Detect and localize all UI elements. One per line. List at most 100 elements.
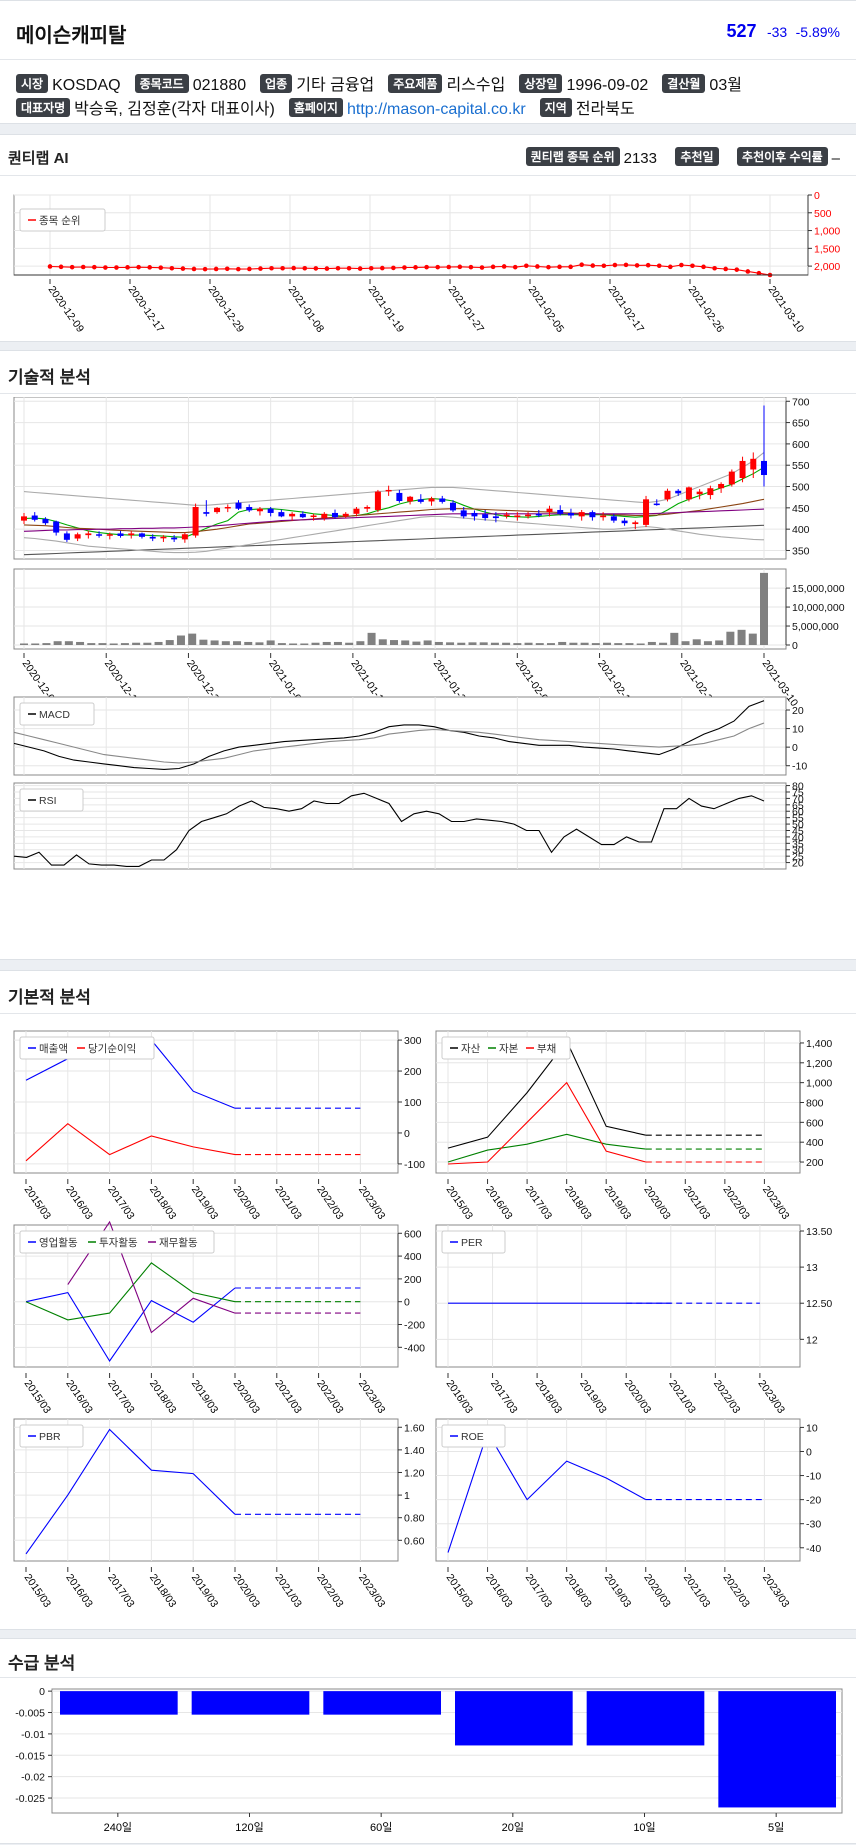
rsi-y-tick-label: 25 — [792, 851, 804, 863]
fund-pbr-y-tick-label: 1.40 — [404, 1445, 425, 1457]
fund-sales_income-x-tick-label: 2016/03 — [63, 1184, 95, 1222]
fund-sales_income-y-tick-label: 100 — [404, 1097, 422, 1109]
fund-assets-x-tick-label: 2023/03 — [760, 1184, 792, 1222]
volume-y-tick-label: 5,000,000 — [792, 621, 839, 633]
rank-point — [568, 264, 573, 270]
fund-assets-legend-label: 자본 — [499, 1043, 519, 1055]
rank-point — [313, 266, 319, 271]
fund-pbr-legend-label: PBR — [39, 1431, 61, 1443]
info-tag: 지역 — [539, 98, 572, 117]
ma-line-bb_lower — [23, 515, 765, 554]
info-value: 박승욱, 김정훈(각자 대표이사) — [74, 101, 275, 118]
fund-pbr-line-0 — [25, 1428, 236, 1555]
fund-assets-line-0 — [447, 1039, 646, 1149]
fund-pbr-legend — [19, 1424, 84, 1448]
fund-roe-legend-label: ROE — [461, 1431, 484, 1443]
fund-assets-line-2 — [447, 1081, 646, 1165]
fund-roe-y-tick-label: 0 — [806, 1446, 812, 1458]
fund-roe-x-tick-label: 2018/03 — [562, 1572, 594, 1610]
rank-point — [712, 265, 717, 271]
fund-roe-y-tick-label: -30 — [806, 1519, 821, 1531]
price-change: -33 — [766, 24, 788, 40]
rsi-y-tick-label: 50 — [792, 819, 804, 831]
supply-x-label: 20일 — [502, 1820, 524, 1834]
fund-per-legend — [441, 1230, 506, 1254]
fund-sales_income-x-tick-label: 2022/03 — [314, 1184, 346, 1222]
volume-bar — [277, 643, 286, 645]
candle-body — [718, 483, 725, 489]
rsi-y-tick-label: 75 — [792, 787, 804, 799]
volume-bar — [748, 633, 757, 645]
fund-roe-x-tick-label: 2023/03 — [760, 1572, 792, 1610]
volume-bar — [726, 631, 735, 645]
rank-x-tick-label: 2021-02-17 — [606, 284, 647, 335]
supply-x-label: 120일 — [235, 1820, 263, 1834]
candle-body — [246, 506, 253, 511]
supply-x-label: 5일 — [768, 1820, 784, 1834]
candle-body — [428, 498, 435, 502]
fund-sales_income-x-tick-label: 2019/03 — [189, 1184, 221, 1222]
rank-point — [679, 262, 684, 268]
volume-bar — [244, 641, 253, 645]
fund-roe-line-0 — [447, 1430, 647, 1553]
volume-bar — [98, 643, 107, 645]
fund-roe-x-tick-label: 2015/03 — [444, 1572, 476, 1610]
ma-line-ma20 — [23, 498, 765, 534]
volume-bar — [502, 642, 511, 645]
rank-point — [236, 266, 241, 272]
rank-point — [546, 264, 551, 270]
candle-body — [160, 536, 167, 539]
volume-bar — [87, 643, 96, 645]
fund-sales_income-y-tick-label: 200 — [404, 1066, 422, 1078]
volume-bar — [378, 639, 387, 645]
supply-y-tick-label: 0 — [39, 1686, 45, 1698]
fund-assets-y-tick-label: 800 — [806, 1097, 824, 1109]
volume-bar — [703, 641, 712, 645]
fund-sales_income-legend-label: 매출액 — [39, 1043, 68, 1055]
fund-pbr-x-tick-label: 2018/03 — [147, 1572, 179, 1610]
candle-body — [675, 490, 682, 494]
candle-body — [589, 512, 596, 518]
fund-assets-x-tick-label: 2020/03 — [641, 1184, 673, 1222]
rank-point — [457, 264, 463, 270]
macd-line-0 — [13, 700, 765, 770]
rank-point — [479, 265, 485, 270]
rank-point — [745, 269, 751, 274]
fund-roe-y-tick-label: 10 — [806, 1422, 818, 1434]
fund-assets-x-tick-label: 2016/03 — [483, 1184, 515, 1222]
info-value: 03월 — [709, 77, 742, 94]
info-value: 기타 금융업 — [296, 77, 375, 94]
fund-cashflow-line-1 — [25, 1262, 236, 1321]
candle-body — [203, 512, 210, 514]
fund-assets-y-tick-label: 200 — [806, 1157, 824, 1169]
rsi-y-tick-label: 70 — [792, 793, 804, 805]
rank-point — [280, 265, 285, 271]
fund-per-y-tick-label: 12 — [806, 1334, 818, 1346]
rank-x-tick-label: 2020-12-17 — [126, 284, 167, 335]
rank-x-tick-label: 2020-12-29 — [206, 284, 247, 335]
rank-point — [490, 264, 496, 270]
homepage-link[interactable]: http://mason-capital.co.kr — [346, 101, 526, 118]
candle-body — [610, 516, 617, 521]
rank-y-tick-label: 0 — [814, 190, 820, 202]
rsi-y-tick-label: 45 — [792, 825, 804, 837]
volume-bar — [636, 643, 645, 645]
candle-body — [525, 514, 532, 517]
macd-y-tick-label: -10 — [792, 761, 807, 773]
rank-point — [756, 270, 762, 276]
fund-cashflow-x-tick-label: 2020/03 — [231, 1378, 263, 1416]
rank-point — [224, 266, 230, 272]
candle-y-tick-label: 700 — [792, 397, 810, 408]
info-row-2: 대표자명 박승욱, 김정훈(각자 대표이사) 홈페이지 http://mason-ca… — [16, 95, 649, 119]
candle-y-tick-label: 450 — [792, 503, 810, 515]
volume-bar — [715, 640, 724, 645]
fund-roe-x-tick-label: 2022/03 — [720, 1572, 752, 1610]
candle-body — [42, 518, 49, 524]
volume-bar — [367, 632, 376, 645]
volume-bar — [300, 643, 309, 645]
candle-body — [396, 492, 403, 502]
fund-assets-y-tick-label: 600 — [806, 1117, 824, 1129]
candle-body — [449, 502, 456, 511]
rsi-y-tick-label: 20 — [792, 858, 804, 870]
candle-body — [739, 460, 746, 478]
